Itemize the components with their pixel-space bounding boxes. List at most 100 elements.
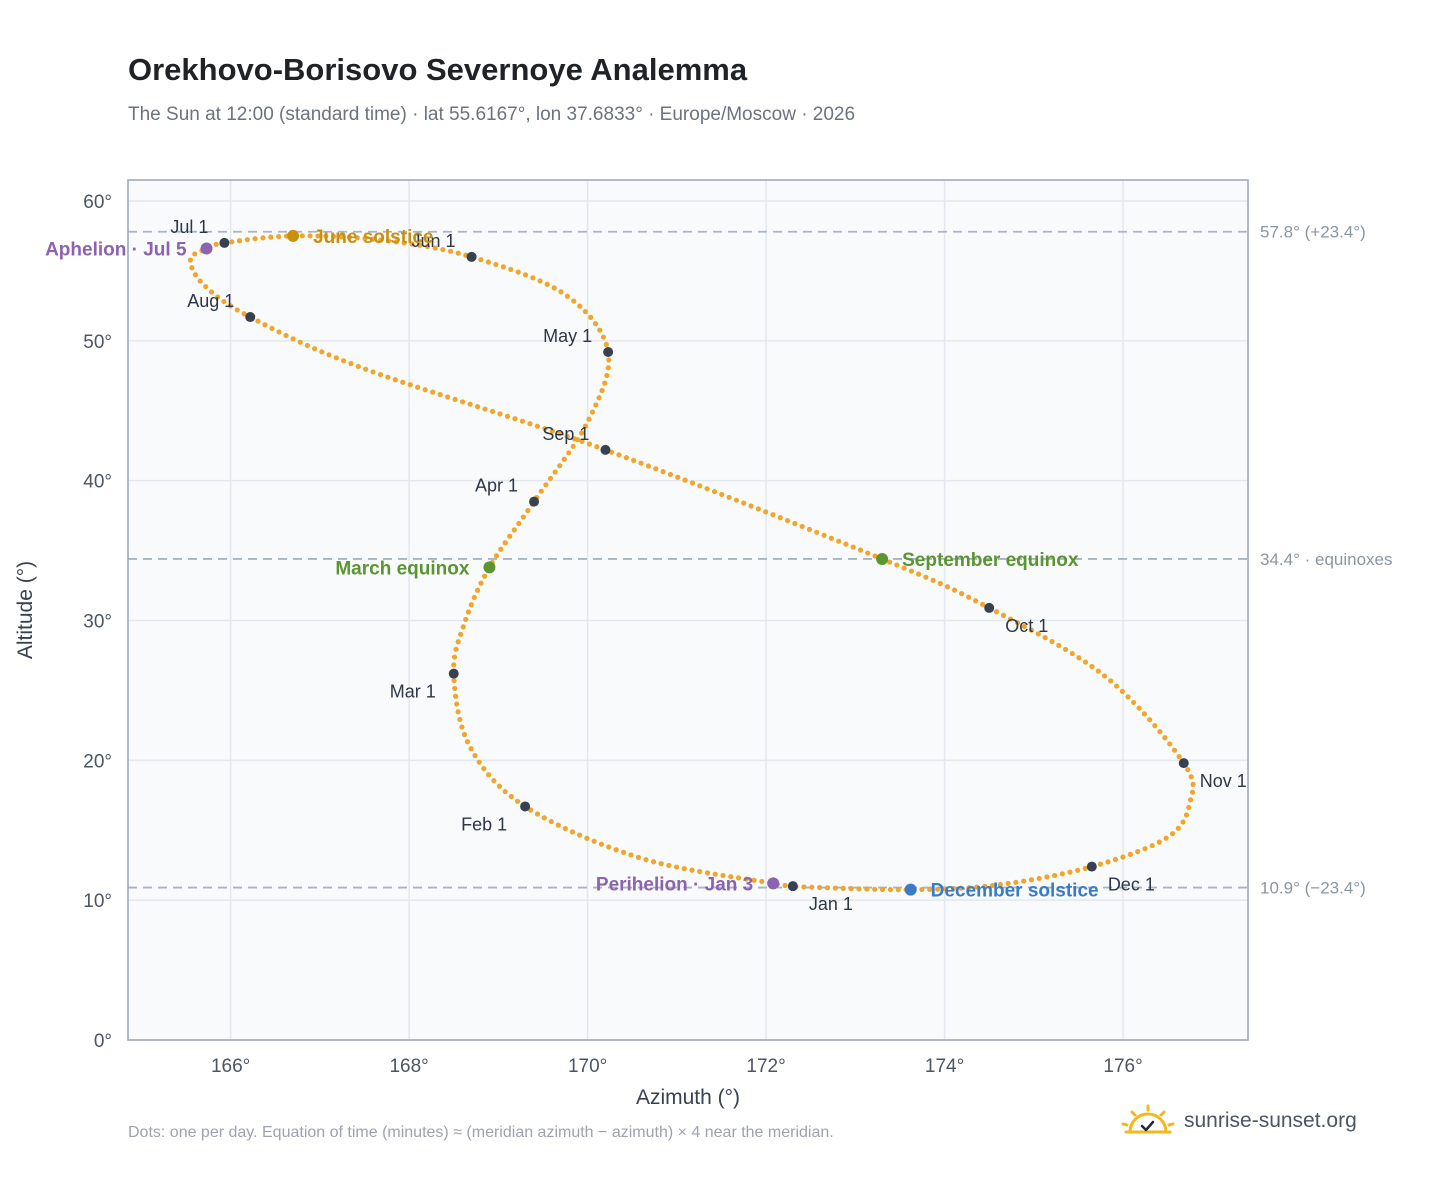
- x-tick-label: 170°: [568, 1056, 607, 1077]
- day-dot: [959, 591, 965, 597]
- day-dot: [1021, 623, 1027, 629]
- day-dot: [415, 384, 421, 390]
- day-dot: [1171, 747, 1178, 753]
- analemma-path: [187, 233, 1196, 893]
- day-dot: [1108, 678, 1114, 684]
- day-dot: [189, 265, 195, 271]
- day-dot: [605, 365, 611, 371]
- day-dot: [417, 242, 423, 248]
- day-dot: [951, 587, 958, 593]
- day-dot: [638, 460, 644, 466]
- x-tick-label: 174°: [925, 1056, 964, 1077]
- x-tick-label: 172°: [746, 1056, 785, 1077]
- day-dot: [1052, 872, 1058, 879]
- day-dot: [566, 450, 572, 456]
- day-dot: [801, 884, 807, 890]
- day-dot: [735, 875, 742, 881]
- y-tick-label: 20°: [83, 751, 112, 772]
- day-dot: [508, 266, 514, 273]
- day-dot: [1185, 767, 1191, 773]
- day-dot: [901, 565, 907, 571]
- day-dot: [599, 387, 605, 394]
- day-dot: [1169, 831, 1176, 837]
- day-dot: [697, 483, 703, 489]
- month-marker-label: Dec 1: [1108, 875, 1155, 895]
- day-dot: [682, 477, 688, 483]
- day-dot: [879, 886, 886, 893]
- day-dot: [570, 443, 576, 449]
- day-dot: [973, 598, 979, 604]
- day-dot: [919, 886, 925, 893]
- day-dot: [511, 527, 517, 533]
- day-dot: [363, 366, 369, 372]
- day-dot: [894, 562, 900, 568]
- day-dot: [1176, 753, 1182, 760]
- day-dot: [569, 829, 576, 835]
- day-dot: [600, 334, 607, 340]
- day-dot: [370, 236, 376, 242]
- day-dot: [886, 559, 893, 565]
- day-dot: [817, 884, 823, 891]
- day-dot: [748, 503, 754, 509]
- day-dot: [850, 544, 856, 550]
- day-dot: [478, 580, 484, 586]
- day-dot: [809, 884, 815, 890]
- y-tick-label: 60°: [83, 192, 112, 213]
- y-tick-label: 0°: [94, 1031, 112, 1052]
- day-dot: [908, 568, 914, 574]
- day-dot: [1125, 694, 1131, 700]
- day-dot: [763, 509, 769, 515]
- day-dot: [401, 240, 407, 246]
- day-dot: [407, 382, 413, 388]
- day-dot: [268, 234, 274, 240]
- day-dot: [445, 394, 451, 400]
- day-dot: [527, 421, 533, 427]
- day-dot: [770, 512, 776, 518]
- day-dot: [719, 491, 725, 498]
- day-dot: [726, 494, 732, 500]
- day-dot: [564, 433, 570, 439]
- day-dot: [828, 535, 834, 541]
- y-tick-label: 50°: [83, 332, 112, 353]
- day-dot: [551, 285, 557, 291]
- day-dot: [465, 609, 472, 615]
- day-dot: [522, 272, 529, 278]
- day-dot: [468, 746, 474, 752]
- day-dot: [782, 882, 788, 889]
- day-dot: [572, 436, 578, 442]
- day-dot: [378, 237, 384, 243]
- day-dot: [458, 631, 464, 637]
- day-dot: [1044, 874, 1050, 880]
- day-dot: [631, 457, 637, 464]
- month-marker-label: Nov 1: [1200, 771, 1247, 791]
- day-dot: [463, 616, 469, 623]
- day-dot: [1095, 668, 1101, 674]
- day-dot: [1135, 849, 1141, 855]
- day-dot: [935, 886, 941, 892]
- day-dot: [1028, 627, 1034, 633]
- day-dot: [472, 752, 478, 759]
- axis-ticks: 166° 168° 170° 172° 174° 176° 0° 10° 20° 30° 40° 50…: [83, 192, 1142, 1077]
- day-dot: [346, 234, 352, 240]
- day-dot: [311, 346, 318, 352]
- day-dot: [467, 401, 473, 407]
- event-label: Perihelion · Jan 3: [596, 874, 753, 895]
- day-dot: [1000, 612, 1007, 618]
- day-dot: [667, 471, 674, 478]
- day-dot: [481, 765, 487, 772]
- event-marker-dot: [876, 552, 889, 565]
- brand[interactable]: sunrise-sunset.org: [1120, 1104, 1357, 1138]
- day-dot: [720, 872, 726, 879]
- day-dot: [689, 867, 695, 873]
- month-marker-label: Aug 1: [187, 291, 234, 311]
- day-dot: [586, 441, 593, 447]
- day-dot: [1089, 663, 1095, 670]
- day-dot: [594, 444, 600, 450]
- day-dot: [519, 418, 526, 424]
- day-dot: [635, 854, 642, 860]
- day-dot: [493, 261, 499, 268]
- day-dot: [606, 844, 612, 850]
- day-dot: [234, 307, 240, 313]
- day-dot: [1112, 856, 1119, 863]
- day-dot: [304, 342, 311, 349]
